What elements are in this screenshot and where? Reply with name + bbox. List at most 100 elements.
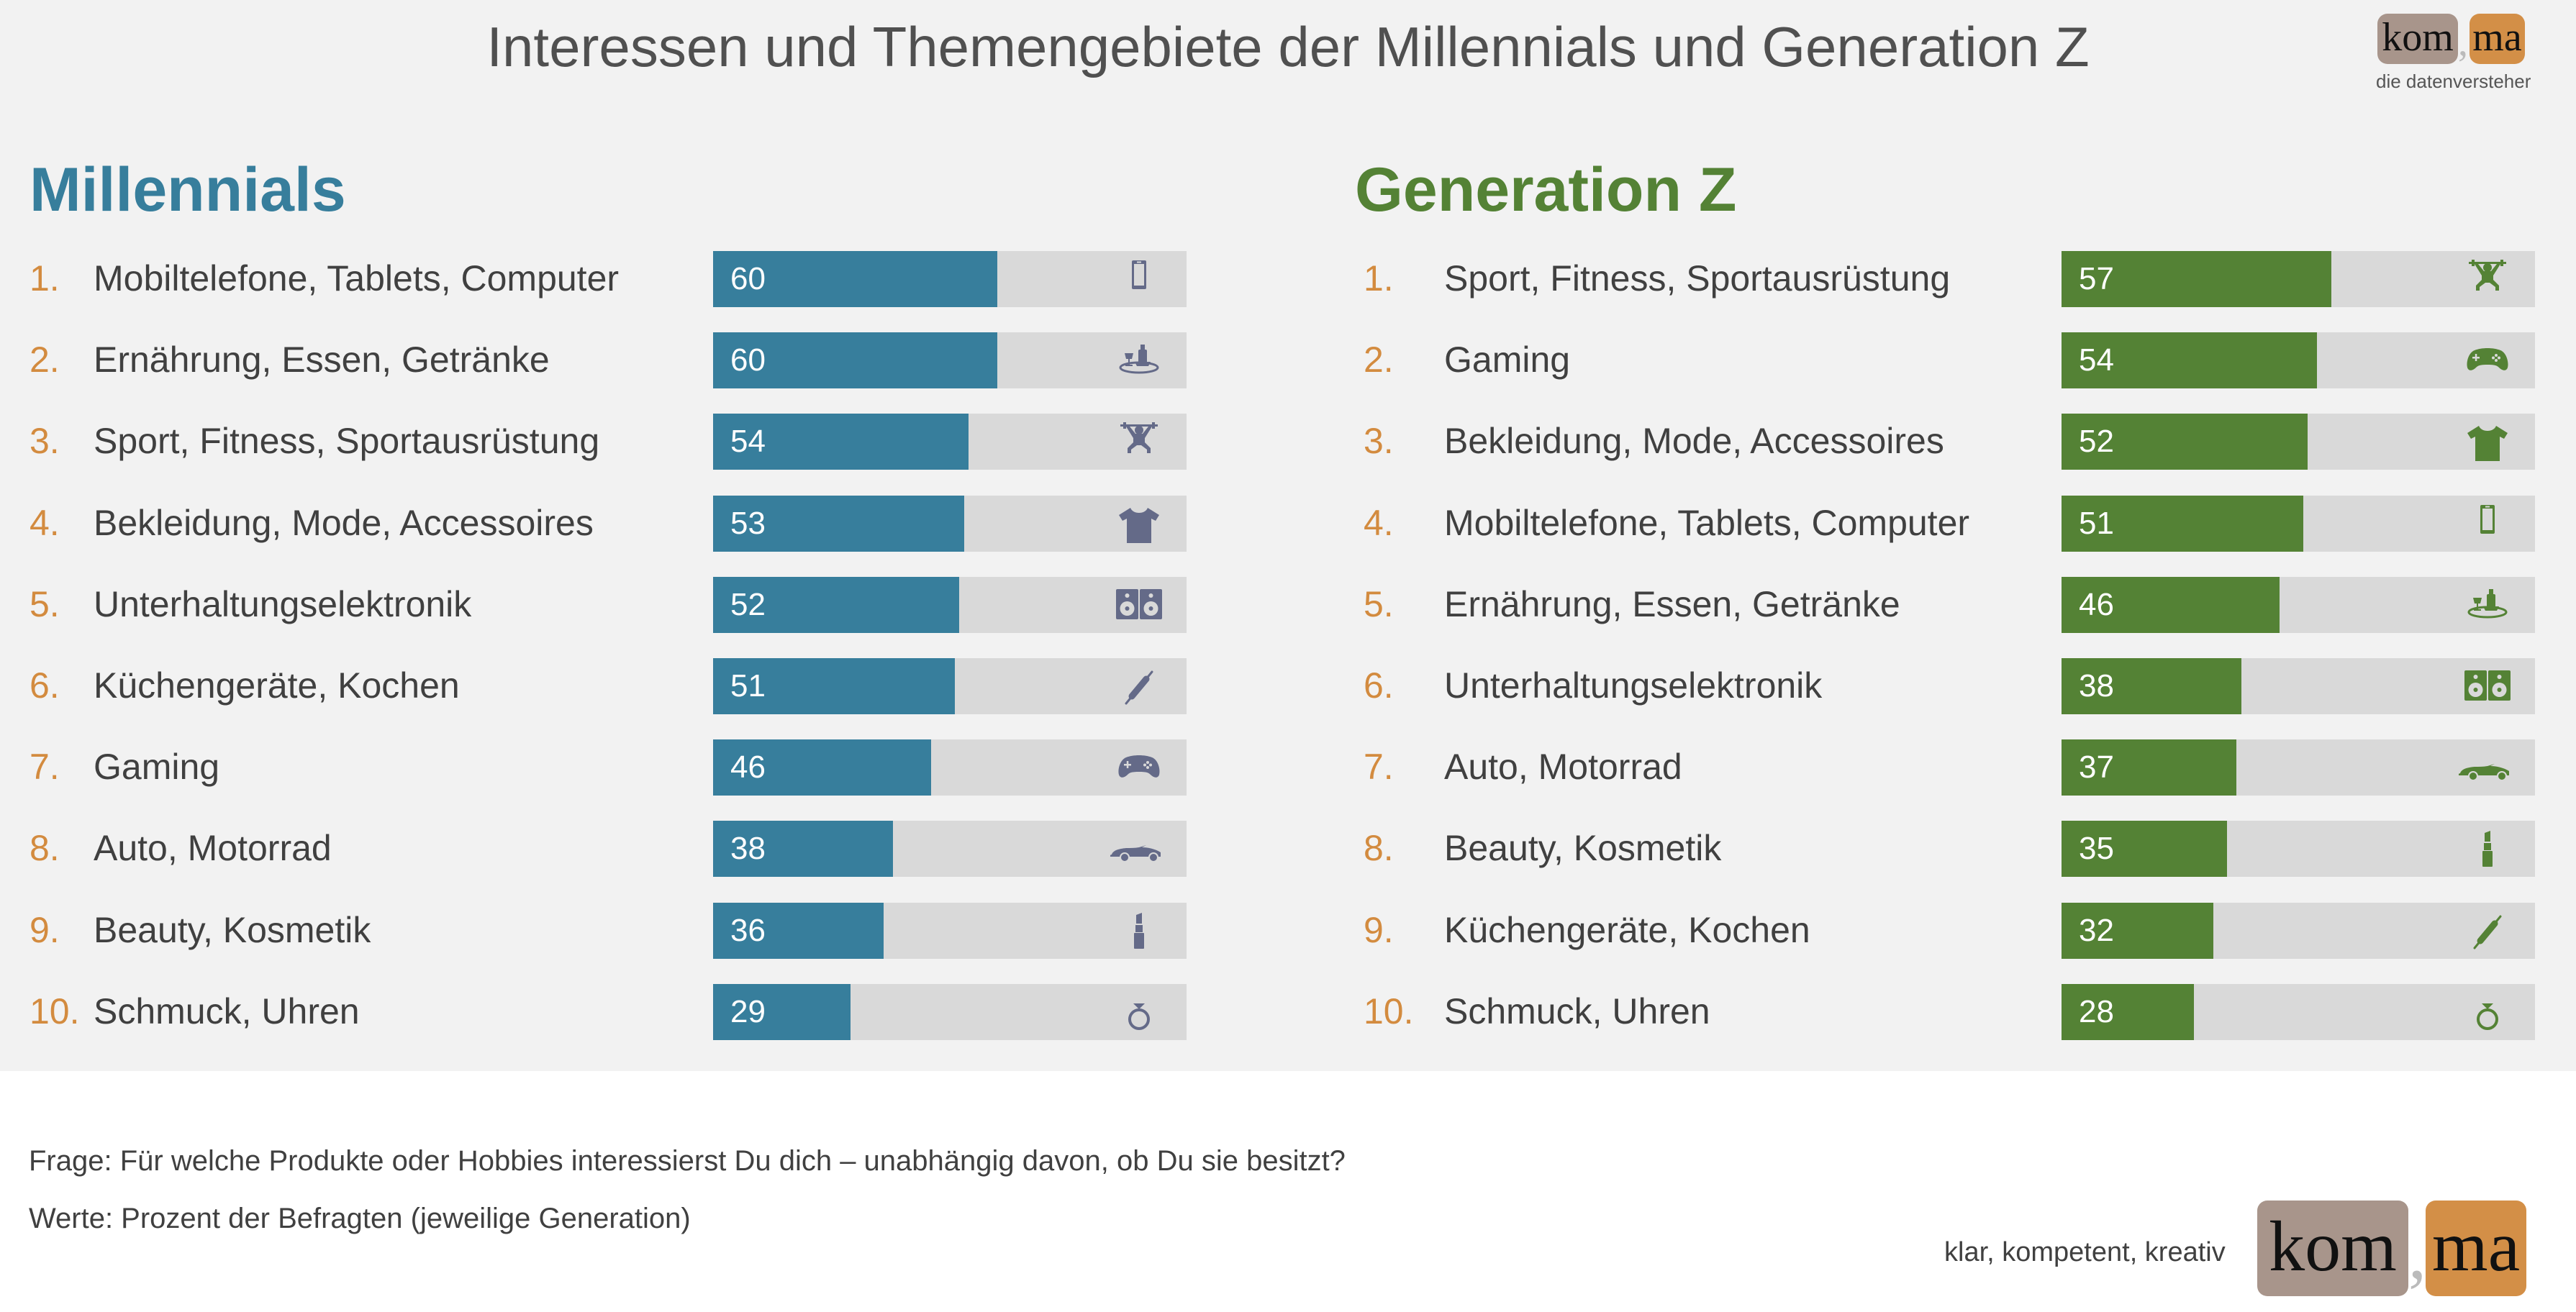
- rank-number: 8.: [1364, 828, 1394, 869]
- rank-number: 3.: [30, 421, 60, 462]
- category-label: Sport, Fitness, Sportausrüstung: [94, 421, 600, 462]
- category-label: Unterhaltungselektronik: [94, 583, 472, 624]
- bar-track: 35: [2062, 821, 2535, 878]
- tshirt-icon: [2459, 419, 2516, 465]
- lipstick-icon: [2459, 826, 2516, 872]
- bar: 32: [2062, 902, 2213, 959]
- logo-kom: kom: [2377, 14, 2458, 64]
- car-icon: [1106, 826, 1168, 872]
- bar-track: 29: [713, 983, 1187, 1040]
- footer-values-note: Werte: Prozent der Befragten (jeweilige …: [29, 1203, 691, 1234]
- rank-number: 7.: [1364, 747, 1394, 788]
- bar-value-label: 46: [2079, 586, 2114, 622]
- ring-icon: [2459, 989, 2516, 1035]
- bar-track: 54: [2062, 332, 2535, 389]
- logo-comma: ,: [2408, 1214, 2426, 1294]
- logo-kom: kom: [2257, 1201, 2408, 1296]
- logo-tagline: die datenversteher: [2376, 70, 2531, 92]
- category-label: Gaming: [1444, 340, 1571, 381]
- bar: 57: [2062, 251, 2332, 307]
- category-label: Küchengeräte, Kochen: [94, 665, 460, 706]
- bar-track: 52: [713, 576, 1187, 633]
- bar: 52: [713, 576, 960, 633]
- panel-title-genz: Generation Z: [1355, 155, 1737, 224]
- bar-value-label: 52: [2079, 424, 2114, 460]
- bar: 37: [2062, 739, 2237, 796]
- bar-value-label: 38: [2079, 668, 2114, 703]
- bar-value-label: 28: [2079, 993, 2114, 1029]
- rank-number: 4.: [30, 502, 60, 543]
- lipstick-icon: [1110, 908, 1168, 954]
- category-label: Ernährung, Essen, Getränke: [94, 340, 550, 381]
- bar: 36: [713, 902, 884, 959]
- category-label: Gaming: [94, 747, 220, 788]
- rank-number: 10.: [1364, 990, 1414, 1031]
- rank-number: 5.: [1364, 583, 1394, 624]
- category-label: Beauty, Kosmetik: [94, 909, 371, 950]
- rank-number: 2.: [30, 340, 60, 381]
- category-label: Bekleidung, Mode, Accessoires: [94, 502, 594, 543]
- bar-track: 51: [713, 658, 1187, 714]
- category-label: Beauty, Kosmetik: [1444, 828, 1722, 869]
- bar: 29: [713, 983, 851, 1040]
- category-label: Auto, Motorrad: [94, 828, 332, 869]
- bar: 60: [713, 251, 997, 307]
- bar: 52: [2062, 414, 2308, 470]
- footer-question: Frage: Für welche Produkte oder Hobbies …: [29, 1145, 1346, 1177]
- bar-track: 51: [2062, 495, 2535, 552]
- bar-value-label: 37: [2079, 750, 2114, 785]
- rank-number: 3.: [1364, 421, 1394, 462]
- rank-number: 9.: [30, 909, 60, 950]
- bar-value-label: 54: [730, 424, 766, 460]
- bar-value-label: 51: [730, 668, 766, 703]
- bar: 38: [713, 821, 894, 878]
- category-label: Schmuck, Uhren: [1444, 990, 1710, 1031]
- bar-value-label: 52: [730, 586, 766, 622]
- bar-value-label: 29: [730, 993, 766, 1029]
- food-drink-icon: [1110, 337, 1168, 383]
- bar-value-label: 36: [730, 912, 766, 948]
- rank-number: 6.: [1364, 665, 1394, 706]
- rolling-pin-icon: [1110, 663, 1168, 709]
- bar-track: 60: [713, 251, 1187, 307]
- page-title: Interessen und Themengebiete der Millenn…: [486, 15, 2090, 78]
- speakers-icon: [1110, 582, 1168, 628]
- food-drink-icon: [2459, 582, 2516, 628]
- bar-value-label: 54: [2079, 342, 2114, 378]
- bar-value-label: 38: [730, 831, 766, 867]
- bar-track: 36: [713, 902, 1187, 959]
- bar-track: 54: [713, 414, 1187, 470]
- panel-title-millennials: Millennials: [30, 155, 346, 224]
- phone-icon: [2459, 501, 2516, 547]
- category-label: Unterhaltungselektronik: [1444, 665, 1823, 706]
- category-label: Ernährung, Essen, Getränke: [1444, 583, 1900, 624]
- category-label: Mobiltelefone, Tablets, Computer: [1444, 502, 1970, 543]
- bar: 35: [2062, 821, 2228, 878]
- bar-value-label: 35: [2079, 831, 2114, 867]
- category-label: Mobiltelefone, Tablets, Computer: [94, 258, 620, 299]
- bar: 51: [713, 658, 955, 714]
- rank-number: 5.: [30, 583, 60, 624]
- rank-number: 7.: [30, 747, 60, 788]
- rank-number: 1.: [30, 258, 60, 299]
- rank-number: 1.: [1364, 258, 1394, 299]
- bar-track: 57: [2062, 251, 2535, 307]
- bar-track: 60: [713, 332, 1187, 389]
- rank-number: 9.: [1364, 909, 1394, 950]
- category-label: Auto, Motorrad: [1444, 747, 1682, 788]
- logo-ma: ma: [2426, 1201, 2526, 1296]
- logo-top: kom , ma: [2377, 14, 2525, 71]
- bar-value-label: 57: [2079, 261, 2114, 296]
- category-label: Bekleidung, Mode, Accessoires: [1444, 421, 1944, 462]
- car-icon: [2454, 744, 2516, 791]
- bar-value-label: 60: [730, 342, 766, 378]
- bar-track: 28: [2062, 983, 2535, 1040]
- bar: 54: [713, 414, 969, 470]
- bar: 28: [2062, 983, 2195, 1040]
- bar: 38: [2062, 658, 2242, 714]
- weightlifter-icon: [2459, 256, 2516, 302]
- rank-number: 4.: [1364, 502, 1394, 543]
- bar-track: 32: [2062, 902, 2535, 959]
- bar-track: 46: [2062, 576, 2535, 633]
- bar-track: 52: [2062, 414, 2535, 470]
